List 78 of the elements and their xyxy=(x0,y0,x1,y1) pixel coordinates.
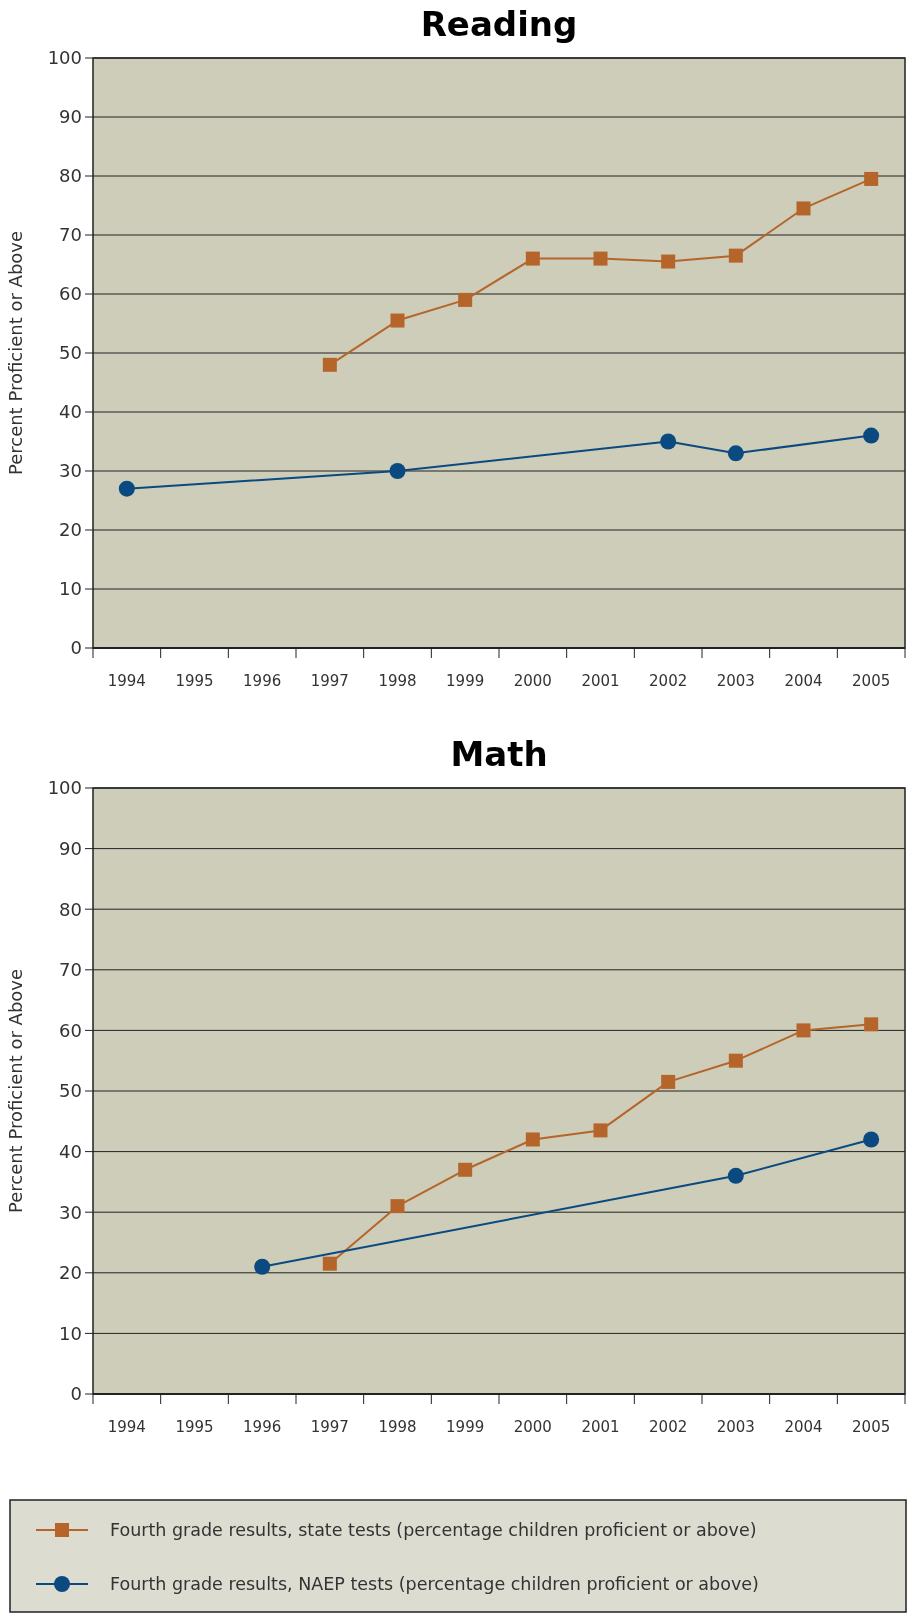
y-tick-label: 70 xyxy=(59,224,82,246)
x-tick-label: 1998 xyxy=(378,672,417,690)
point xyxy=(796,1023,811,1038)
point xyxy=(863,1131,880,1148)
y-tick-label: 80 xyxy=(59,165,82,187)
y-tick-label: 20 xyxy=(59,519,82,541)
point xyxy=(864,1017,879,1032)
point xyxy=(458,1162,473,1177)
y-tick-label: 30 xyxy=(59,1201,82,1223)
point xyxy=(863,427,880,444)
x-tick-label: 2001 xyxy=(581,1418,620,1436)
point xyxy=(322,357,337,372)
x-tick-label: 1996 xyxy=(243,1418,282,1436)
y-tick-label: 10 xyxy=(59,578,82,600)
y-tick-label: 50 xyxy=(59,1080,82,1102)
x-tick-label: 1997 xyxy=(310,672,349,690)
point xyxy=(864,171,879,186)
x-tick-label: 2003 xyxy=(716,672,755,690)
y-tick-label: 70 xyxy=(59,959,82,981)
point xyxy=(525,251,540,266)
chart-title: Math xyxy=(450,734,548,774)
point xyxy=(390,313,405,328)
y-tick-label: 100 xyxy=(47,777,82,799)
y-tick-label: 40 xyxy=(59,401,82,423)
x-tick-label: 2000 xyxy=(513,1418,552,1436)
point xyxy=(254,1258,271,1275)
point xyxy=(593,251,608,266)
x-tick-label: 1999 xyxy=(446,1418,485,1436)
x-tick-label: 2004 xyxy=(784,1418,823,1436)
chart-title: Reading xyxy=(420,4,578,44)
point xyxy=(728,248,743,263)
point xyxy=(118,480,135,497)
y-tick-label: 50 xyxy=(59,342,82,364)
x-tick-label: 2004 xyxy=(784,672,823,690)
x-tick-label: 1994 xyxy=(107,1418,146,1436)
x-tick-label: 1995 xyxy=(175,672,214,690)
point xyxy=(593,1123,608,1138)
point xyxy=(660,433,677,450)
y-tick-label: 90 xyxy=(59,837,82,859)
x-tick-label: 2001 xyxy=(581,672,620,690)
point xyxy=(661,254,676,269)
x-tick-label: 1998 xyxy=(378,1418,417,1436)
y-axis-title: Percent Proficient or Above xyxy=(5,968,26,1214)
x-tick-label: 1994 xyxy=(107,672,146,690)
y-tick-label: 20 xyxy=(59,1262,82,1284)
y-tick-label: 80 xyxy=(59,898,82,920)
point xyxy=(796,201,811,216)
point xyxy=(390,1199,405,1214)
x-tick-label: 1996 xyxy=(243,672,282,690)
y-tick-label: 100 xyxy=(47,47,82,69)
y-tick-label: 0 xyxy=(70,1383,82,1405)
point xyxy=(458,292,473,307)
point xyxy=(661,1074,676,1089)
y-tick-label: 60 xyxy=(59,1019,82,1041)
x-tick-label: 2005 xyxy=(852,1418,891,1436)
y-tick-label: 10 xyxy=(59,1322,82,1344)
x-tick-label: 2005 xyxy=(852,672,891,690)
y-axis-title: Percent Proficient or Above xyxy=(5,230,26,476)
point xyxy=(727,445,744,462)
point xyxy=(727,1167,744,1184)
y-tick-label: 0 xyxy=(70,637,82,659)
x-tick-label: 2002 xyxy=(649,672,688,690)
x-tick-label: 2000 xyxy=(513,672,552,690)
legend-label: Fourth grade results, state tests (percentage children proficient or above) xyxy=(110,1520,757,1541)
x-tick-label: 1995 xyxy=(175,1418,214,1436)
y-tick-label: 40 xyxy=(59,1140,82,1162)
x-tick-label: 2002 xyxy=(649,1418,688,1436)
x-tick-label: 1999 xyxy=(446,672,485,690)
point xyxy=(728,1053,743,1068)
y-tick-label: 60 xyxy=(59,283,82,305)
x-tick-label: 2003 xyxy=(716,1418,755,1436)
y-tick-label: 30 xyxy=(59,460,82,482)
x-tick-label: 1997 xyxy=(310,1418,349,1436)
point xyxy=(322,1256,337,1271)
legend-label: Fourth grade results, NAEP tests (percentage children proficient or above) xyxy=(110,1574,759,1595)
y-tick-label: 90 xyxy=(59,106,82,128)
point xyxy=(389,463,406,479)
point xyxy=(525,1132,540,1147)
